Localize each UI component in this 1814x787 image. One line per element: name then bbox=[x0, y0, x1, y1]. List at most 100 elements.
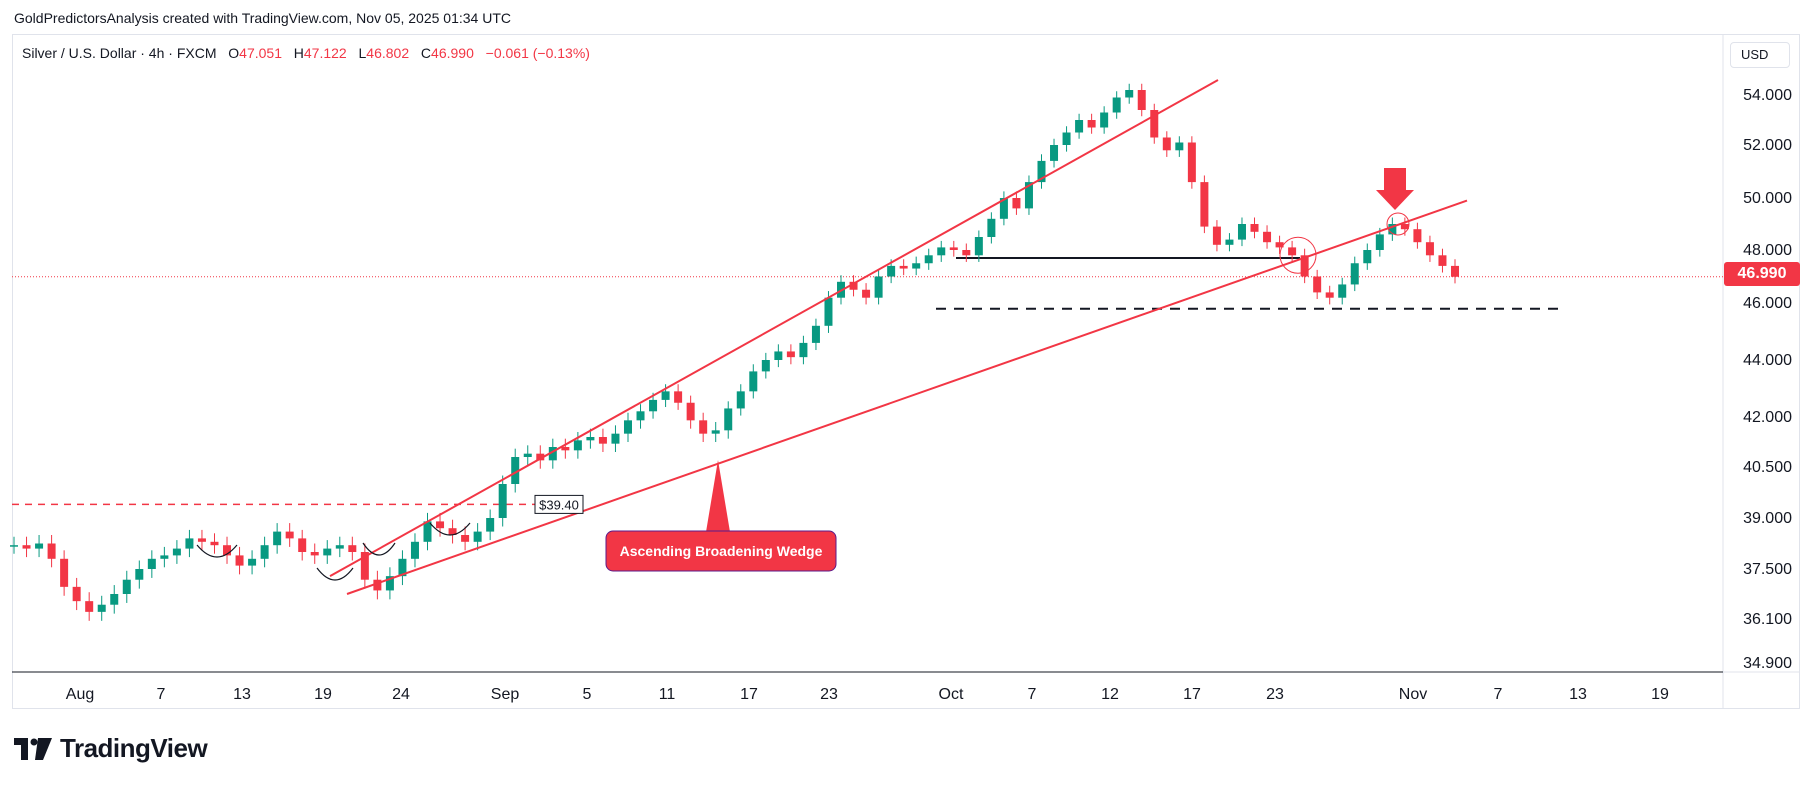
high-label: H bbox=[293, 45, 304, 61]
candle-0 bbox=[10, 536, 18, 554]
candle-4 bbox=[60, 550, 69, 596]
price-axis-tick-0: 54.000 bbox=[1743, 87, 1792, 104]
candle-89 bbox=[1125, 83, 1134, 104]
time-axis-tick-17: 13 bbox=[1569, 686, 1587, 703]
time-axis-tick-14: 23 bbox=[1266, 686, 1284, 703]
chart-caption: GoldPredictorsAnalysis created with Trad… bbox=[14, 10, 511, 26]
candle-51 bbox=[649, 392, 658, 419]
price-series bbox=[10, 83, 1459, 621]
time-axis-tick-4: 24 bbox=[392, 686, 410, 703]
candle-112 bbox=[1413, 222, 1422, 249]
candle-86 bbox=[1087, 113, 1096, 134]
tradingview-logo[interactable]: TradingView bbox=[14, 733, 208, 764]
candle-41 bbox=[523, 445, 532, 466]
candle-57 bbox=[724, 401, 733, 439]
callout-pointer bbox=[706, 460, 730, 532]
time-axis-tick-10: Oct bbox=[939, 686, 964, 703]
candle-72 bbox=[912, 256, 921, 276]
candle-64 bbox=[811, 318, 820, 351]
price-axis-tick-10: 36.100 bbox=[1743, 611, 1792, 628]
candle-49 bbox=[623, 412, 632, 442]
candle-90 bbox=[1137, 83, 1146, 117]
axis-lines bbox=[12, 34, 1800, 709]
candle-46 bbox=[586, 428, 595, 449]
candle-14 bbox=[185, 529, 194, 558]
time-axis-tick-9: 23 bbox=[820, 686, 838, 703]
candle-55 bbox=[699, 412, 708, 442]
candle-9 bbox=[122, 570, 131, 603]
currency-selector[interactable]: USD bbox=[1730, 42, 1790, 68]
price-axis[interactable]: 54.000 52.000 50.000 48.000 46.000 44.000 42.0… bbox=[1743, 87, 1792, 672]
candle-69 bbox=[874, 269, 883, 305]
candle-24 bbox=[310, 543, 319, 564]
time-axis-tick-3: 19 bbox=[314, 686, 332, 703]
candle-44 bbox=[561, 438, 570, 459]
open-value: 47.051 bbox=[239, 45, 282, 61]
candle-82 bbox=[1037, 154, 1046, 189]
candle-94 bbox=[1187, 136, 1196, 189]
candle-104 bbox=[1313, 269, 1322, 300]
time-axis[interactable]: Aug 7 13 19 24 Sep 5 11 17 23 Oct 7 12 17 23 Nov 7 13 19 bbox=[66, 686, 1669, 703]
candle-81 bbox=[1024, 175, 1033, 215]
time-axis-tick-0: Aug bbox=[66, 686, 94, 703]
candle-50 bbox=[636, 404, 645, 429]
candle-74 bbox=[937, 240, 946, 262]
tradingview-logo-text: TradingView bbox=[60, 733, 208, 763]
candle-1 bbox=[22, 536, 31, 558]
chart-frame bbox=[12, 34, 1800, 709]
candle-25 bbox=[323, 540, 332, 564]
candle-11 bbox=[147, 550, 156, 578]
price-axis-tick-9: 37.500 bbox=[1743, 561, 1792, 578]
close-value: 46.990 bbox=[431, 45, 474, 61]
time-axis-tick-18: 19 bbox=[1651, 686, 1669, 703]
price-axis-tick-3: 48.000 bbox=[1743, 242, 1792, 259]
candle-63 bbox=[799, 335, 808, 365]
rounding-arc-1 bbox=[429, 522, 471, 536]
candle-7 bbox=[97, 595, 106, 621]
price-axis-tick-1: 52.000 bbox=[1743, 137, 1792, 154]
time-axis-tick-8: 17 bbox=[740, 686, 758, 703]
pattern-callout-label: Ascending Broadening Wedge bbox=[620, 543, 823, 559]
candle-79 bbox=[999, 191, 1008, 226]
candle-62 bbox=[786, 344, 795, 365]
open-label: O bbox=[228, 45, 240, 61]
low-label: L bbox=[358, 45, 367, 61]
candle-71 bbox=[899, 259, 908, 276]
candle-6 bbox=[85, 592, 94, 621]
candle-101 bbox=[1275, 235, 1284, 254]
candle-87 bbox=[1100, 106, 1109, 134]
candle-80 bbox=[1012, 191, 1021, 215]
candle-3 bbox=[47, 535, 56, 568]
candle-22 bbox=[285, 523, 294, 547]
candle-88 bbox=[1112, 91, 1121, 119]
candle-59 bbox=[749, 364, 758, 399]
candle-78 bbox=[987, 212, 996, 244]
candle-100 bbox=[1263, 225, 1272, 249]
candle-76 bbox=[962, 243, 971, 262]
symbol-name: Silver / U.S. Dollar · 4h · FXCM bbox=[22, 45, 217, 61]
time-axis-tick-13: 17 bbox=[1183, 686, 1201, 703]
candle-97 bbox=[1225, 233, 1234, 252]
candle-60 bbox=[761, 352, 770, 379]
candle-91 bbox=[1150, 103, 1159, 144]
symbol-legend[interactable]: Silver / U.S. Dollar · 4h · FXCM O47.051… bbox=[22, 45, 590, 61]
wedge-upper-trendline bbox=[329, 79, 1219, 578]
candle-40 bbox=[511, 448, 520, 493]
candle-103 bbox=[1300, 248, 1309, 284]
breakdown-circle bbox=[1279, 236, 1317, 274]
candle-99 bbox=[1250, 217, 1259, 239]
price-axis-tick-5: 44.000 bbox=[1743, 352, 1792, 369]
candle-5 bbox=[72, 577, 81, 611]
rounding-arc-0 bbox=[196, 544, 238, 558]
candle-73 bbox=[924, 248, 933, 270]
candle-107 bbox=[1350, 256, 1359, 292]
candle-32 bbox=[410, 533, 419, 568]
price-axis-tick-8: 39.000 bbox=[1743, 510, 1792, 527]
candle-30 bbox=[385, 567, 394, 600]
last-price-tag: 46.990 bbox=[1724, 262, 1800, 286]
time-axis-tick-16: 7 bbox=[1494, 686, 1503, 703]
candle-67 bbox=[849, 275, 858, 297]
candle-17 bbox=[223, 536, 232, 564]
annotation-layer: $39.40 Ascending Broadening Wedge bbox=[534, 460, 837, 572]
